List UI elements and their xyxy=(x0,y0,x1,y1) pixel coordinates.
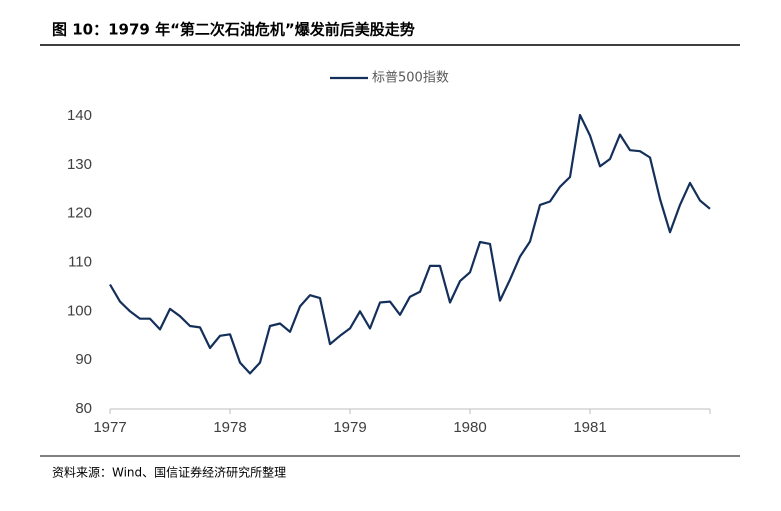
x-tick-label: 1977 xyxy=(93,419,126,436)
chart-title: 图 10：1979 年“第二次石油危机”爆发前后美股走势 xyxy=(52,21,415,39)
legend-label: 标普500指数 xyxy=(372,71,449,86)
source-note: 资料来源：Wind、国信证券经济研究所整理 xyxy=(52,465,286,480)
x-tick-label: 1979 xyxy=(333,419,366,436)
y-tick-label: 80 xyxy=(75,400,92,417)
y-tick-label: 130 xyxy=(67,156,92,173)
y-tick-label: 100 xyxy=(67,302,92,319)
x-tick-label: 1981 xyxy=(573,419,606,436)
y-tick-label: 110 xyxy=(68,253,92,270)
x-tick-label: 1980 xyxy=(453,419,486,436)
series-line xyxy=(109,113,711,375)
y-tick-label: 120 xyxy=(67,205,92,222)
y-tick-label: 140 xyxy=(67,107,92,124)
x-tick-label: 1978 xyxy=(213,419,246,436)
y-tick-label: 90 xyxy=(75,351,92,368)
